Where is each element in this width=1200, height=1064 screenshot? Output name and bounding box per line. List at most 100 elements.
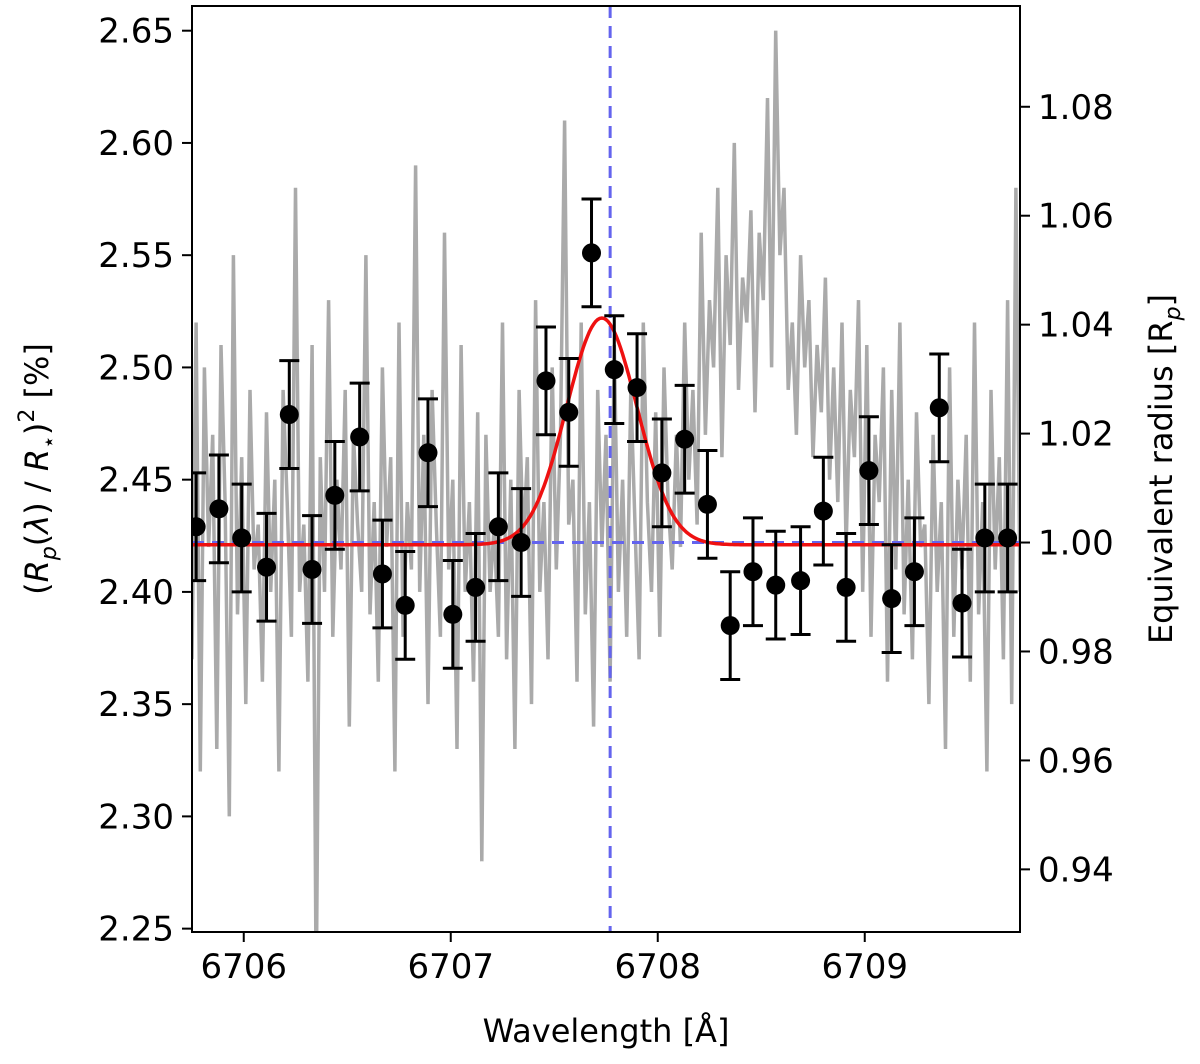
y-axis-right-title: Equivalent radius [Rp] <box>1142 294 1186 644</box>
binned-point <box>881 543 902 655</box>
binned-point <box>324 440 345 551</box>
x-axis: 6706 6707 6708 6709 <box>200 932 908 987</box>
binned-point <box>511 487 532 598</box>
binned-point <box>697 448 718 560</box>
binned-point <box>952 547 973 659</box>
data-marker <box>466 577 486 597</box>
binned-point <box>904 516 925 628</box>
data-marker <box>998 528 1018 548</box>
data-marker <box>652 463 672 483</box>
binned-point <box>349 381 370 493</box>
data-marker <box>325 485 345 505</box>
binned-points <box>192 197 1018 681</box>
y-right-tick-label: 0.94 <box>1038 850 1114 890</box>
plot-frame <box>191 5 1021 933</box>
y-axis-left: 2.25 2.30 2.35 2.40 2.45 2.50 2.55 2.60 2.65 <box>98 12 192 950</box>
binned-point <box>836 532 857 643</box>
y-tick-label: 2.65 <box>98 12 174 52</box>
data-marker <box>232 528 252 548</box>
binned-point <box>974 482 995 594</box>
binned-point <box>208 453 229 565</box>
binned-point <box>674 383 695 495</box>
data-marker <box>627 378 647 398</box>
y-right-tick-label: 1.02 <box>1038 415 1114 455</box>
x-tick-label: 6709 <box>821 947 908 987</box>
binned-point <box>742 516 763 628</box>
binned-point <box>535 325 556 437</box>
binned-point <box>256 511 277 623</box>
data-marker <box>511 533 531 553</box>
data-marker <box>743 562 763 582</box>
binned-point <box>231 482 252 594</box>
binned-point <box>765 529 786 641</box>
data-marker <box>279 405 299 425</box>
data-marker <box>836 577 856 597</box>
data-marker <box>559 402 579 422</box>
y-axis-left-title: (Rp(λ) / R⋆)2 [%] <box>15 343 62 595</box>
data-marker <box>418 443 438 463</box>
data-marker <box>192 517 206 537</box>
data-marker <box>766 575 786 595</box>
data-marker <box>904 562 924 582</box>
y-tick-label: 2.35 <box>98 685 174 725</box>
data-marker <box>395 595 415 615</box>
data-marker <box>582 243 602 263</box>
data-marker <box>952 593 972 613</box>
y-right-tick-label: 0.96 <box>1038 741 1114 781</box>
data-marker <box>302 559 322 579</box>
binned-point <box>279 359 300 470</box>
binned-point <box>720 570 741 681</box>
data-marker <box>720 616 740 636</box>
data-marker <box>372 564 392 584</box>
data-marker <box>488 517 508 537</box>
binned-point <box>465 532 486 643</box>
y-right-tick-label: 0.98 <box>1038 632 1114 672</box>
binned-point <box>192 471 207 583</box>
data-marker <box>443 604 463 624</box>
y-tick-label: 2.40 <box>98 573 174 613</box>
y-tick-label: 2.55 <box>98 236 174 276</box>
binned-point <box>488 471 509 583</box>
data-marker <box>859 461 879 481</box>
y-right-tick-label: 1.06 <box>1038 197 1114 237</box>
y-right-tick-label: 1.08 <box>1038 88 1114 128</box>
y-tick-label: 2.45 <box>98 461 174 501</box>
binned-point <box>442 558 463 670</box>
data-marker <box>697 494 717 514</box>
binned-point <box>997 482 1018 594</box>
data-marker <box>975 528 995 548</box>
binned-point <box>302 514 323 625</box>
y-tick-label: 2.30 <box>98 797 174 837</box>
y-tick-label: 2.60 <box>98 124 174 164</box>
binned-point <box>604 314 625 426</box>
binned-point <box>558 356 579 468</box>
data-marker <box>929 398 949 418</box>
data-marker <box>675 429 695 449</box>
data-marker <box>604 360 624 380</box>
binned-point <box>858 415 879 527</box>
x-tick-label: 6706 <box>200 947 287 987</box>
binned-point <box>813 455 834 567</box>
binned-point <box>372 518 393 630</box>
x-tick-label: 6707 <box>407 947 494 987</box>
data-marker <box>536 371 556 391</box>
data-marker <box>209 499 229 519</box>
binned-point <box>790 525 811 637</box>
y-axis-right: 0.94 0.96 0.98 1.00 1.02 1.04 1.06 1.08 <box>1020 88 1114 890</box>
binned-point <box>627 332 648 444</box>
plot-area <box>192 6 1020 932</box>
y-right-tick-label: 1.00 <box>1038 524 1114 564</box>
binned-point <box>929 352 950 464</box>
binned-point <box>581 197 602 309</box>
binned-point <box>417 397 438 509</box>
x-axis-title: Wavelength [Å] <box>483 1012 730 1050</box>
data-marker <box>882 589 902 609</box>
data-marker <box>257 557 277 577</box>
y-tick-label: 2.50 <box>98 348 174 388</box>
binned-point <box>395 549 416 661</box>
data-marker <box>791 571 811 591</box>
data-marker <box>813 501 833 521</box>
x-tick-label: 6708 <box>614 947 701 987</box>
y-right-tick-label: 1.04 <box>1038 306 1114 346</box>
